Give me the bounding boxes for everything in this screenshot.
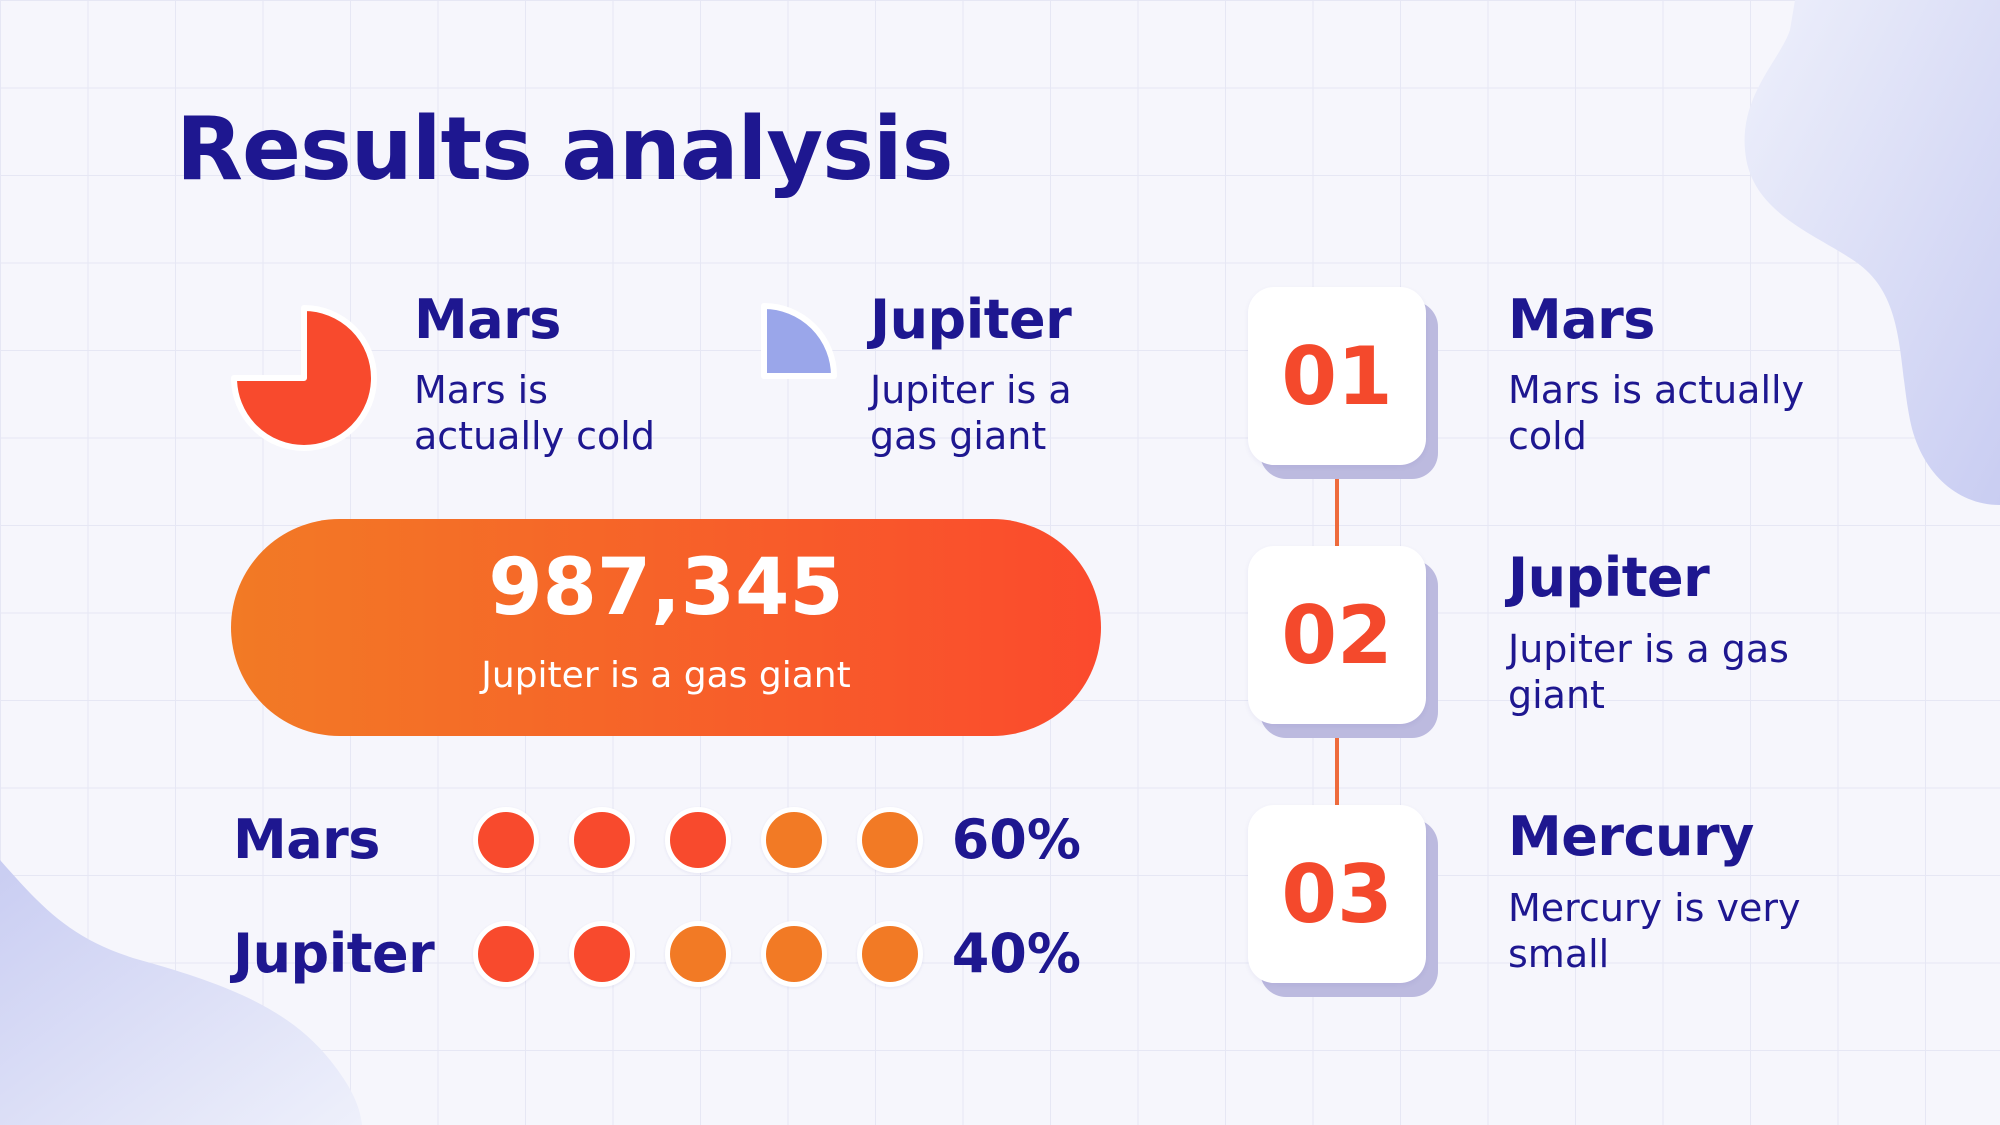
mars-row-percent: 60% xyxy=(951,808,1081,871)
filled-dot xyxy=(665,807,731,873)
step-description: Jupiter is a gas giant xyxy=(1508,627,1789,717)
filled-dot xyxy=(473,921,539,987)
mars-title: Mars xyxy=(414,288,561,351)
highlight-value: 987,345 xyxy=(488,543,844,633)
timeline-connector xyxy=(1335,723,1339,805)
step-description: Mercury is very small xyxy=(1508,886,1801,976)
bottom-left-blob xyxy=(0,860,362,1125)
step-number-card: 03 xyxy=(1248,805,1426,983)
empty-dot xyxy=(761,807,827,873)
top-right-blob xyxy=(1744,0,2000,505)
filled-dot xyxy=(473,807,539,873)
empty-dot xyxy=(857,807,923,873)
step-title: Jupiter xyxy=(1508,546,1710,609)
highlight-label: Jupiter is a gas giant xyxy=(481,655,851,696)
jupiter-pie-icon xyxy=(761,303,837,379)
jupiter-row-percent: 40% xyxy=(951,922,1081,985)
step-number: 01 xyxy=(1281,329,1393,423)
empty-dot xyxy=(665,921,731,987)
empty-dot xyxy=(857,921,923,987)
mars-pie-slice xyxy=(231,305,377,451)
timeline-connector xyxy=(1335,465,1339,547)
step-number: 03 xyxy=(1281,847,1393,941)
jupiter-row-label: Jupiter xyxy=(233,922,435,985)
step-number-card: 02 xyxy=(1248,546,1426,724)
jupiter-title: Jupiter xyxy=(870,288,1072,351)
step-title: Mercury xyxy=(1508,805,1754,868)
mars-row-label: Mars xyxy=(233,808,380,871)
jupiter-description: Jupiter is a gas giant xyxy=(870,368,1072,458)
mars-description: Mars is actually cold xyxy=(414,368,655,458)
filled-dot xyxy=(569,921,635,987)
slide-title: Results analysis xyxy=(176,98,953,200)
step-number-card: 01 xyxy=(1248,287,1426,465)
mars-pie-icon xyxy=(231,305,377,451)
empty-dot xyxy=(761,921,827,987)
jupiter-pie-slice xyxy=(761,303,837,379)
highlight-pill: 987,345 Jupiter is a gas giant xyxy=(231,519,1101,736)
step-number: 02 xyxy=(1281,588,1393,682)
filled-dot xyxy=(569,807,635,873)
step-description: Mars is actually cold xyxy=(1508,368,1805,458)
step-title: Mars xyxy=(1508,288,1655,351)
